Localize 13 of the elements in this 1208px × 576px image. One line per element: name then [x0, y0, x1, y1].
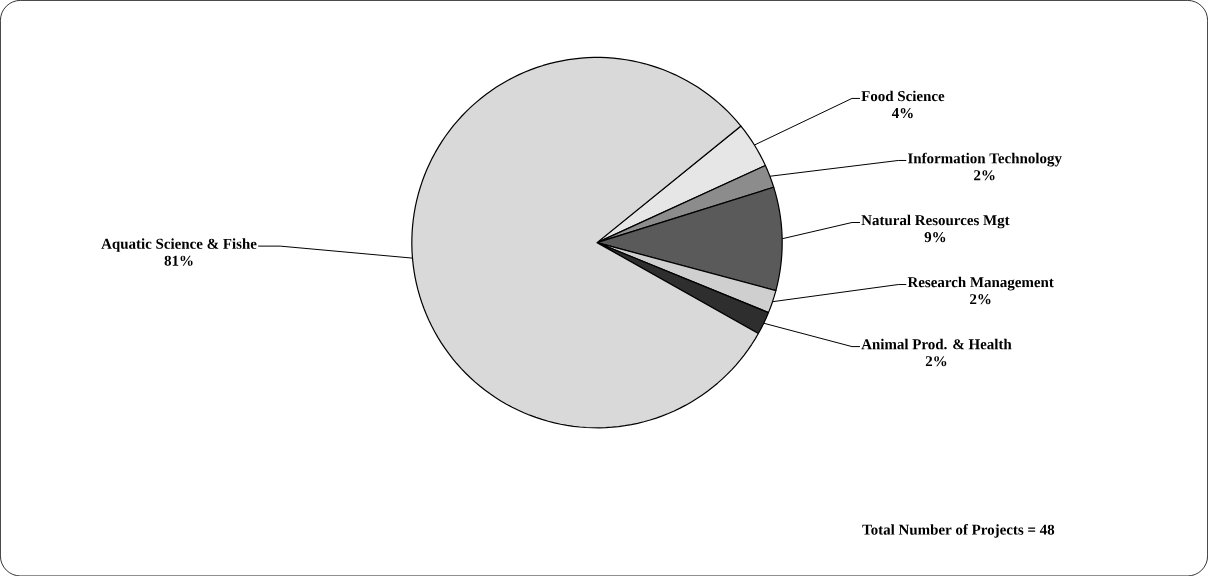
slice-label: Animal Prod. & Health: [861, 338, 1012, 350]
data-label: 2%: [925, 355, 947, 367]
data-label: 4%: [891, 107, 913, 118]
slice-label: Aquatic Science & Fishe: [101, 238, 257, 252]
slice-label: Information Technology: [907, 152, 1062, 167]
slice-label: Natural Resources Mgt: [861, 214, 1010, 229]
slice-label: Food Science: [861, 90, 945, 101]
data-label: 2%: [974, 170, 995, 181]
data-label: 2%: [970, 293, 991, 305]
data-label: 9%: [924, 231, 946, 243]
slice-label: Research Management: [907, 276, 1054, 291]
text: Total Number of Projects = 48: [862, 523, 1055, 538]
data-label: 81%: [164, 255, 193, 266]
